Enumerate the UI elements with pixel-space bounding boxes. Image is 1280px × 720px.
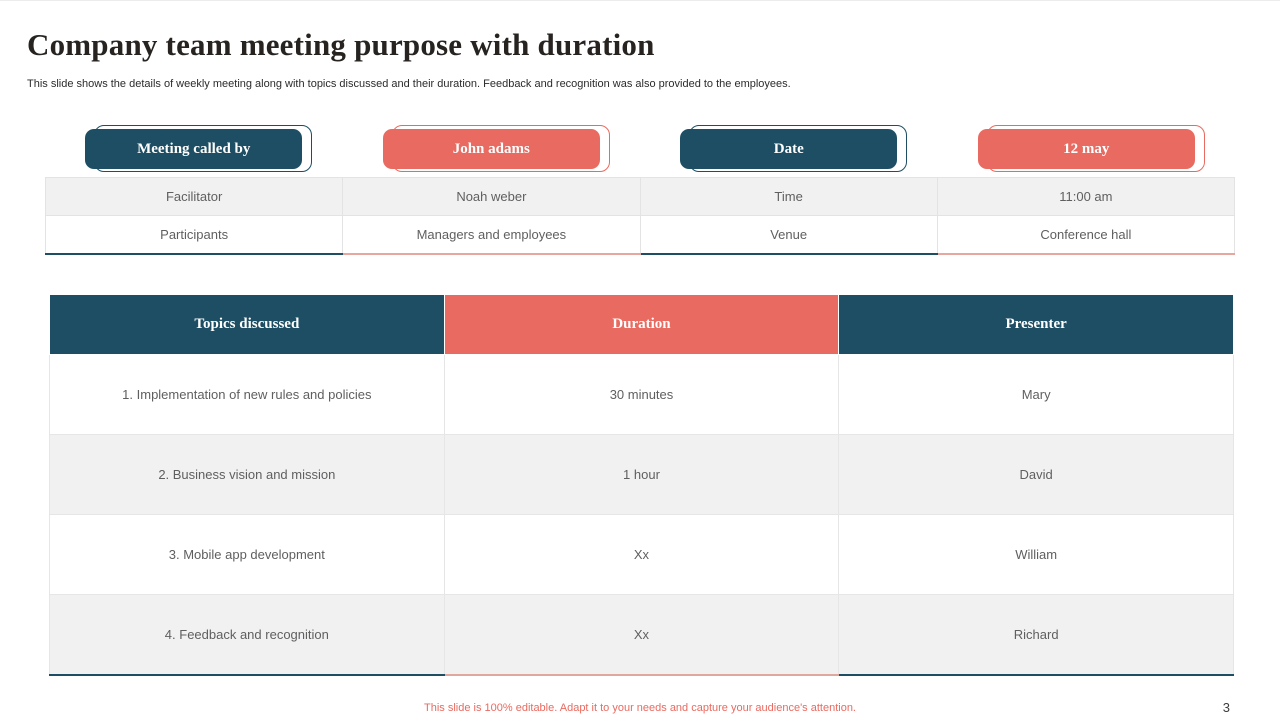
- duration-cell: 1 hour: [443, 434, 840, 515]
- meeting-called-by-label: Meeting called by: [85, 125, 313, 172]
- page-title: Company team meeting purpose with durati…: [27, 27, 655, 62]
- header-topics-discussed: Topics discussed: [49, 294, 445, 355]
- duration-cell: 30 minutes: [443, 354, 840, 435]
- info-cell-time-label: Time: [639, 177, 938, 216]
- topic-cell: 2. Business vision and mission: [49, 434, 445, 515]
- topic-cell: 4. Feedback and recognition: [49, 594, 445, 676]
- topic-cell: 1. Implementation of new rules and polic…: [49, 354, 445, 435]
- table-row: 4. Feedback and recognition Xx Richard: [49, 594, 1234, 676]
- page-number: 3: [1222, 700, 1230, 715]
- info-cell-time-value: 11:00 am: [936, 177, 1236, 216]
- table-row: 1. Implementation of new rules and polic…: [49, 354, 1234, 435]
- info-cell-facilitator-label: Facilitator: [44, 177, 344, 216]
- info-button-row: Meeting called by John adams Date 12 may: [45, 125, 1236, 172]
- info-cell-participants-value: Managers and employees: [342, 215, 641, 255]
- topics-table: Topics discussed Duration Presenter 1. I…: [49, 294, 1234, 676]
- presenter-cell: Mary: [838, 354, 1234, 435]
- presenter-cell: William: [838, 514, 1234, 595]
- footer-note: This slide is 100% editable. Adapt it to…: [424, 702, 856, 714]
- table-row: Facilitator Noah weber Time 11:00 am: [44, 177, 1236, 216]
- info-cell-facilitator-value: Noah weber: [342, 177, 641, 216]
- info-button-col: Date: [640, 125, 938, 172]
- presenter-cell: David: [838, 434, 1234, 515]
- meeting-info-table: Facilitator Noah weber Time 11:00 am Par…: [44, 177, 1236, 255]
- duration-cell: Xx: [443, 594, 840, 676]
- info-cell-participants-label: Participants: [44, 215, 344, 255]
- table-row: 3. Mobile app development Xx William: [49, 514, 1234, 595]
- slide-subtitle: This slide shows the details of weekly m…: [27, 78, 791, 90]
- table-row: 2. Business vision and mission 1 hour Da…: [49, 434, 1234, 515]
- date-value: 12 may: [977, 125, 1205, 172]
- date-label: Date: [680, 125, 908, 172]
- info-button-col: 12 may: [938, 125, 1236, 172]
- presenter-cell: Richard: [838, 594, 1234, 676]
- info-button-col: John adams: [343, 125, 641, 172]
- info-cell-venue-label: Venue: [639, 215, 938, 255]
- table-header-row: Topics discussed Duration Presenter: [49, 294, 1234, 355]
- topic-cell: 3. Mobile app development: [49, 514, 445, 595]
- header-presenter: Presenter: [838, 294, 1234, 355]
- duration-cell: Xx: [443, 514, 840, 595]
- meeting-caller-value: John adams: [382, 125, 610, 172]
- info-button-col: Meeting called by: [45, 125, 343, 172]
- table-row: Participants Managers and employees Venu…: [44, 215, 1236, 255]
- info-cell-venue-value: Conference hall: [936, 215, 1236, 255]
- header-duration: Duration: [443, 294, 840, 355]
